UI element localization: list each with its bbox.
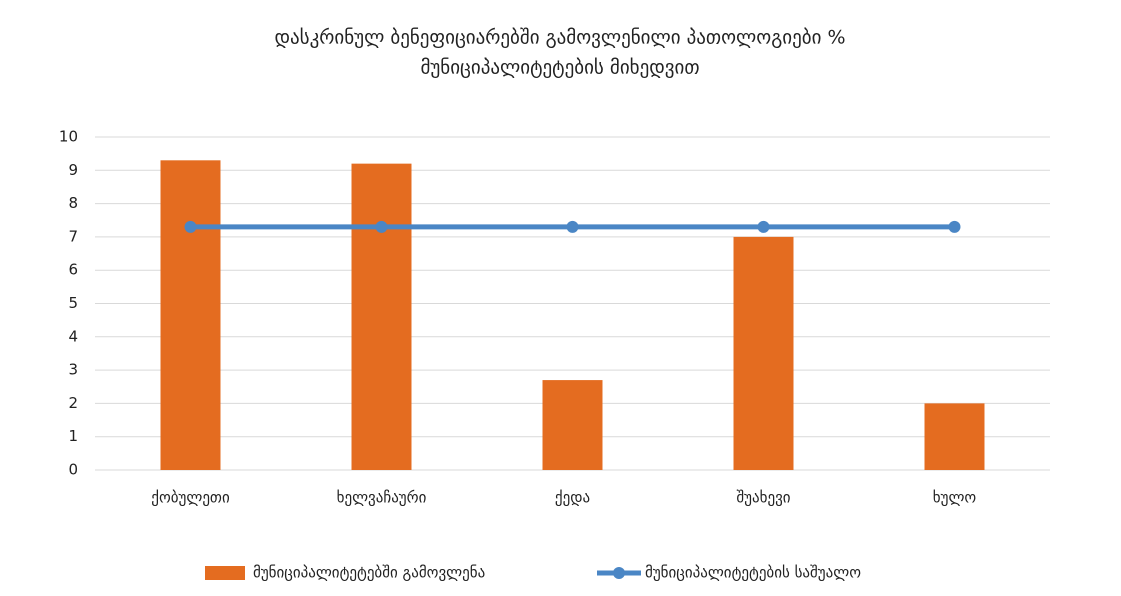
y-tick-label: 0 (68, 461, 78, 479)
x-tick-label: ხულო (933, 489, 977, 507)
y-tick-label: 3 (68, 361, 78, 379)
line-marker (184, 220, 197, 233)
bar (542, 380, 603, 470)
y-tick-label: 8 (68, 194, 78, 212)
bar (924, 403, 985, 470)
y-tick-label: 9 (68, 161, 78, 179)
x-tick-label: ხელვაჩაური (337, 489, 427, 507)
line-marker (566, 220, 579, 233)
y-tick-label: 7 (68, 227, 78, 245)
y-tick-label: 4 (68, 327, 78, 345)
x-tick-label: ქედა (555, 489, 590, 507)
legend-swatch (205, 566, 245, 580)
line-marker (757, 220, 770, 233)
bar (160, 160, 221, 470)
chart-title: მუნიციპალიტეტების მიხედვით (420, 57, 699, 79)
line-marker (948, 220, 961, 233)
line-marker (375, 220, 388, 233)
y-tick-label: 10 (59, 128, 78, 146)
legend-label: მუნიციპალიტეტების საშუალო (645, 564, 861, 582)
bar (733, 236, 794, 470)
legend-label: მუნიციპალიტეტებში გამოვლენა (253, 564, 485, 582)
legend-swatch (613, 567, 625, 579)
y-tick-label: 5 (68, 294, 78, 312)
chart-title: დასკრინულ ბენეფიციარებში გამოვლენილი პათ… (274, 27, 845, 49)
bar (351, 163, 412, 470)
y-tick-label: 2 (68, 394, 78, 412)
y-tick-label: 6 (68, 261, 78, 279)
y-tick-label: 1 (68, 427, 78, 445)
x-tick-label: შუახევი (736, 489, 790, 507)
x-tick-label: ქობულეთი (151, 489, 230, 507)
